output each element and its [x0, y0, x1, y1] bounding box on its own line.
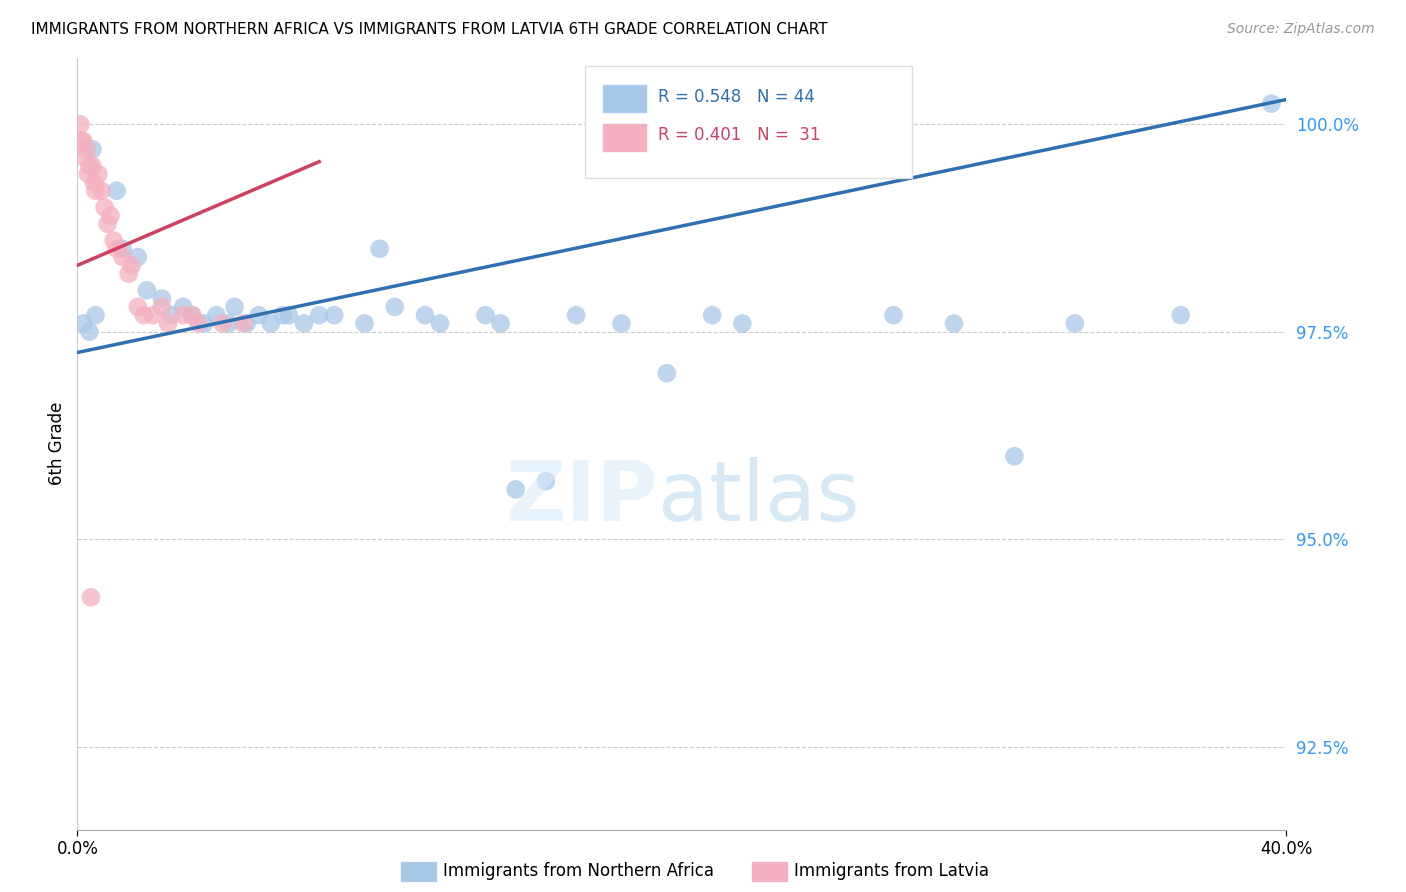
Point	[150, 292, 173, 306]
Point	[105, 242, 128, 256]
Point	[731, 317, 754, 331]
Point	[308, 308, 330, 322]
Point	[278, 308, 301, 322]
Point	[90, 184, 112, 198]
Point	[232, 317, 254, 331]
Point	[79, 159, 101, 173]
Point	[271, 308, 294, 322]
Point	[127, 250, 149, 264]
Point	[80, 591, 103, 605]
Point	[1170, 308, 1192, 322]
Point	[75, 142, 97, 156]
Point	[534, 474, 557, 488]
Point	[79, 325, 101, 339]
Point	[181, 308, 204, 322]
Point	[172, 300, 194, 314]
Point	[247, 308, 270, 322]
Point	[260, 317, 283, 331]
Point	[135, 283, 157, 297]
Point	[489, 317, 512, 331]
FancyBboxPatch shape	[603, 124, 645, 151]
Point	[429, 317, 451, 331]
Point	[172, 308, 194, 322]
Text: Source: ZipAtlas.com: Source: ZipAtlas.com	[1227, 22, 1375, 37]
Point	[181, 308, 204, 322]
Text: ZIP: ZIP	[505, 458, 658, 538]
Point	[118, 267, 141, 281]
Point	[218, 317, 240, 331]
Point	[69, 117, 91, 131]
Point	[353, 317, 375, 331]
Text: atlas: atlas	[658, 458, 859, 538]
Point	[84, 308, 107, 322]
Point	[72, 317, 94, 331]
Point	[211, 317, 233, 331]
Point	[224, 300, 246, 314]
FancyBboxPatch shape	[585, 66, 911, 178]
Point	[82, 142, 104, 156]
Point	[82, 159, 104, 173]
Point	[292, 317, 315, 331]
Point	[73, 151, 96, 165]
Point	[474, 308, 496, 322]
Point	[1004, 449, 1026, 463]
Point	[368, 242, 391, 256]
Point	[93, 200, 115, 214]
Point	[83, 176, 105, 190]
Point	[127, 300, 149, 314]
Point	[943, 317, 966, 331]
Point	[142, 308, 165, 322]
Point	[77, 167, 100, 181]
Point	[121, 259, 143, 273]
Point	[1064, 317, 1087, 331]
Point	[655, 366, 678, 380]
Point	[111, 242, 134, 256]
Point	[103, 234, 125, 248]
Point	[111, 250, 134, 264]
Point	[702, 308, 724, 322]
Point	[96, 217, 118, 231]
Point	[235, 317, 257, 331]
Point	[157, 317, 180, 331]
FancyBboxPatch shape	[603, 85, 645, 112]
Point	[413, 308, 436, 322]
Point	[132, 308, 155, 322]
Text: R = 0.401   N =  31: R = 0.401 N = 31	[658, 126, 820, 145]
Text: IMMIGRANTS FROM NORTHERN AFRICA VS IMMIGRANTS FROM LATVIA 6TH GRADE CORRELATION : IMMIGRANTS FROM NORTHERN AFRICA VS IMMIG…	[31, 22, 828, 37]
Point	[105, 184, 128, 198]
Text: Immigrants from Latvia: Immigrants from Latvia	[794, 863, 990, 880]
Point	[160, 308, 183, 322]
Point	[505, 483, 527, 497]
Text: R = 0.548   N = 44: R = 0.548 N = 44	[658, 87, 814, 105]
Point	[84, 184, 107, 198]
Point	[87, 167, 110, 181]
Point	[883, 308, 905, 322]
Y-axis label: 6th Grade: 6th Grade	[48, 402, 66, 485]
Point	[323, 308, 346, 322]
Point	[384, 300, 406, 314]
Point	[610, 317, 633, 331]
Point	[100, 209, 122, 223]
Point	[70, 134, 93, 148]
Point	[187, 317, 209, 331]
Point	[1260, 96, 1282, 111]
Point	[72, 134, 94, 148]
Point	[205, 308, 228, 322]
Point	[565, 308, 588, 322]
Point	[150, 300, 173, 314]
Point	[193, 317, 215, 331]
Text: Immigrants from Northern Africa: Immigrants from Northern Africa	[443, 863, 714, 880]
